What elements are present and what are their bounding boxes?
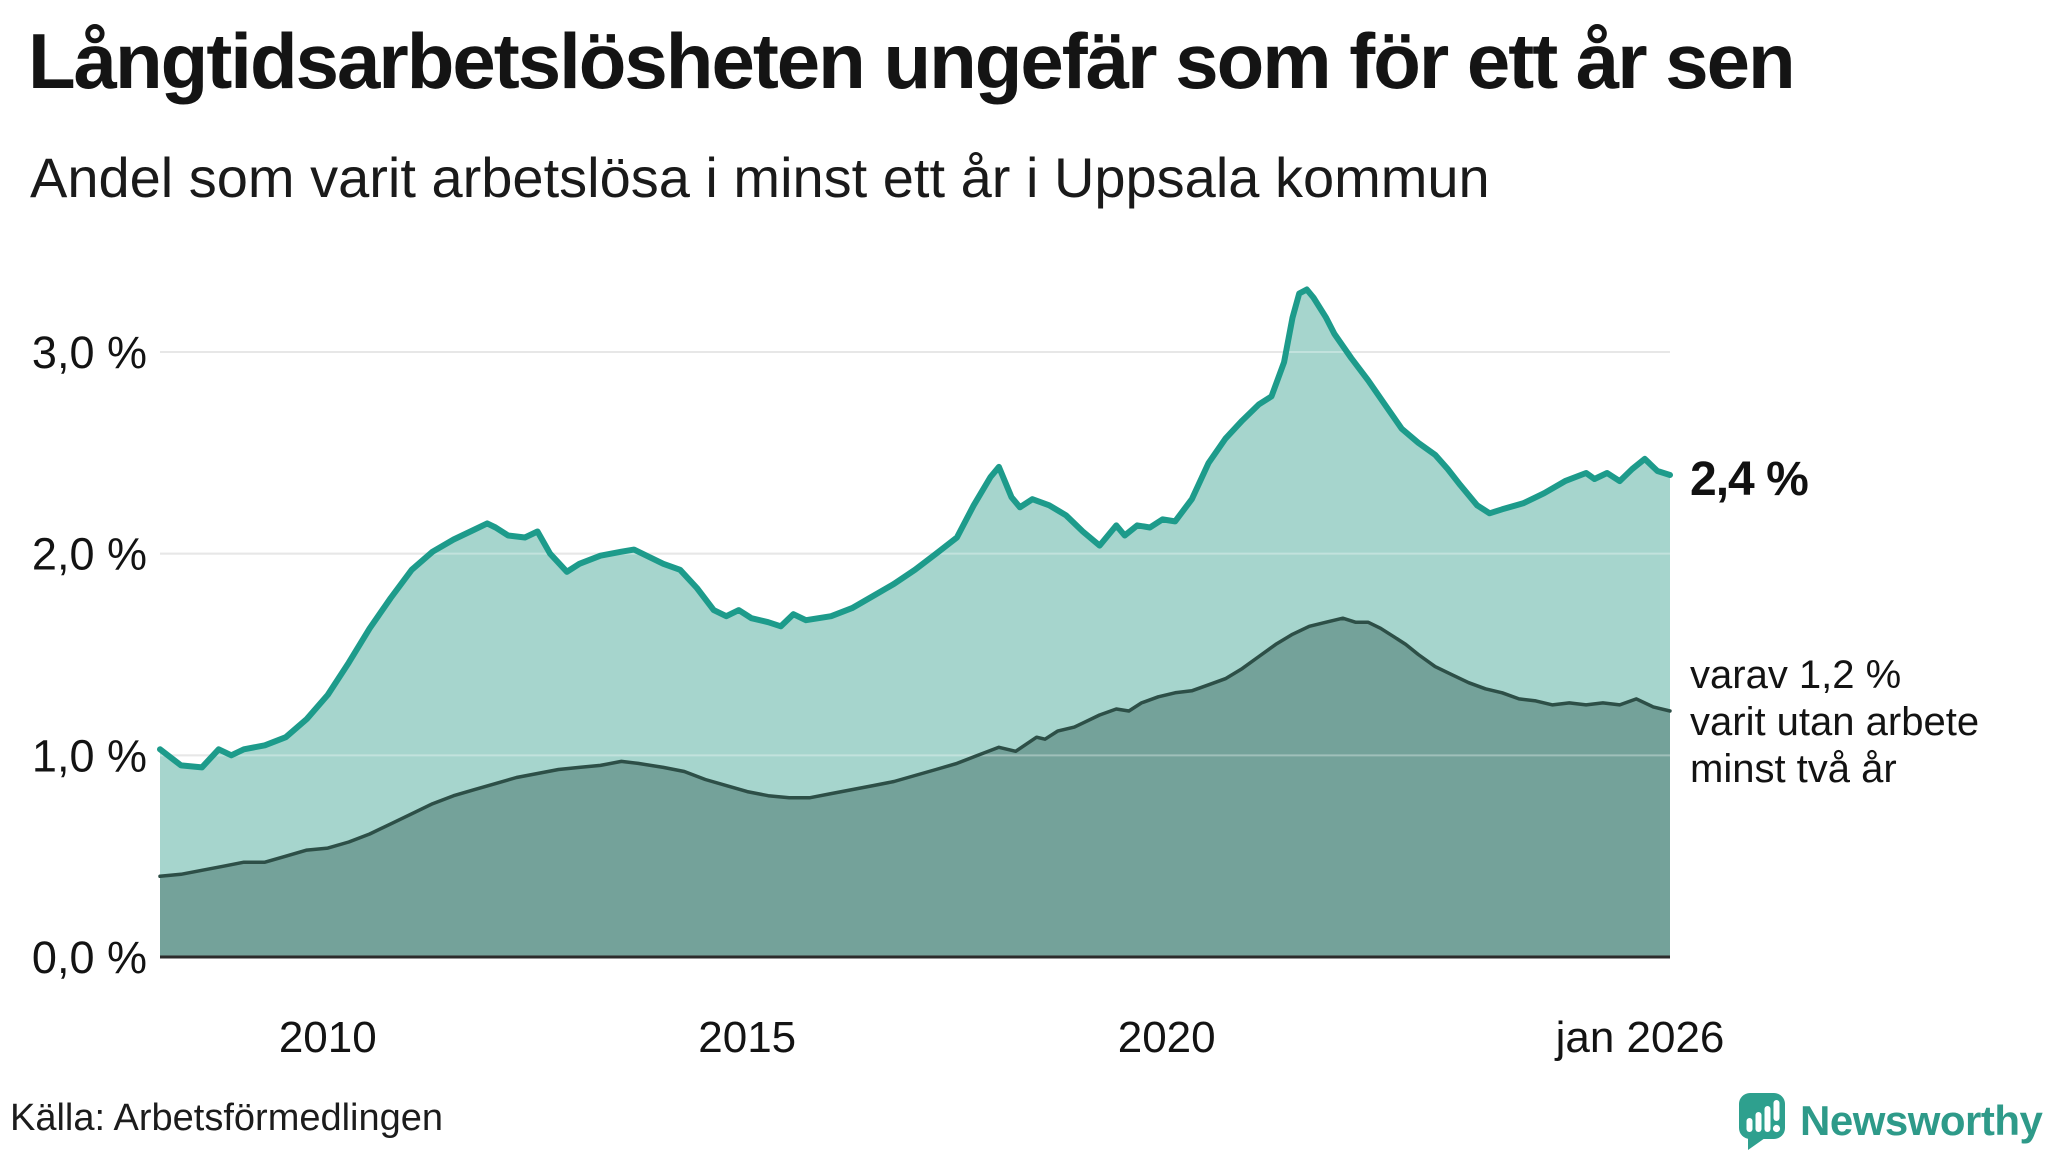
source-label: Källa: Arbetsförmedlingen: [10, 1097, 444, 1139]
area-two-year-unemployed: [160, 618, 1670, 957]
line-total-unemployed: [157, 286, 1673, 771]
y-tick-label: 2,0 %: [32, 529, 147, 580]
end-note-line-1: varav 1,2 %: [1690, 653, 1902, 697]
end-note-label: varav 1,2 % varit utan arbete minst två …: [1690, 652, 1979, 793]
end-note-line-3: minst två år: [1690, 747, 1897, 791]
y-tick-label: 3,0 %: [32, 327, 147, 378]
end-value-label: 2,4 %: [1690, 453, 1809, 506]
end-note-line-2: varit utan arbete: [1690, 700, 1980, 744]
x-tick-label: jan 2026: [1554, 1013, 1725, 1062]
line-two-year-unemployed: [158, 616, 1672, 879]
newsworthy-logo-icon: [1739, 1093, 1785, 1150]
newsworthy-logo: Newsworthy: [1738, 1092, 2043, 1150]
chart-subtitle: Andel som varit arbetslösa i minst ett å…: [30, 146, 1490, 209]
y-tick-label: 1,0 %: [32, 730, 147, 781]
newsworthy-logo-text: Newsworthy: [1800, 1097, 2043, 1144]
y-tick-label: 0,0 %: [32, 932, 147, 983]
x-tick-label: 2015: [698, 1013, 796, 1062]
x-tick-label: 2020: [1118, 1013, 1216, 1062]
chart-title: Långtidsarbetslösheten ungefär som för e…: [28, 17, 1796, 105]
x-tick-label: 2010: [279, 1013, 377, 1062]
